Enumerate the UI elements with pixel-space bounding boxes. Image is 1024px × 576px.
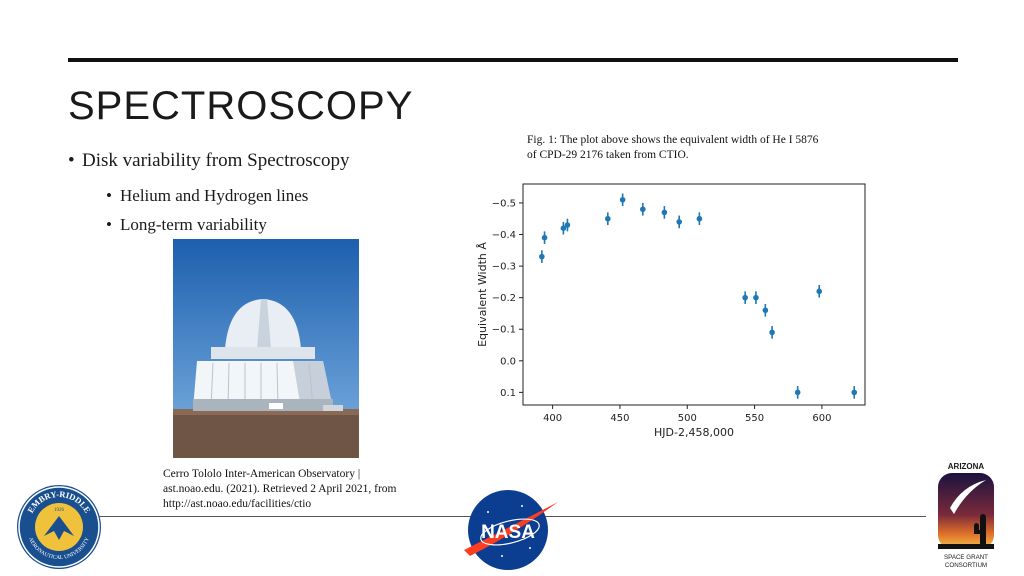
- data-point: [640, 206, 646, 213]
- observatory-illustration: [173, 239, 359, 458]
- bullet-text: Long-term variability: [120, 215, 267, 234]
- y-tick-label: −0.4: [492, 230, 516, 241]
- caption-line: of CPD-29 2176 taken from CTIO.: [527, 149, 689, 161]
- bullet-item: • Disk variability from Spectroscopy: [68, 150, 350, 172]
- x-tick-label: 600: [812, 413, 831, 424]
- x-tick-label: 550: [745, 413, 764, 424]
- caption-line: Cerro Tololo Inter-American Observatory …: [163, 468, 361, 480]
- data-point: [564, 222, 571, 228]
- x-tick-label: 500: [678, 413, 697, 424]
- erau-year: 1926: [54, 508, 65, 513]
- bullet-dot: •: [106, 215, 112, 234]
- bullet-dot: •: [106, 186, 112, 205]
- sub-bullet-item: • Helium and Hydrogen lines: [106, 186, 308, 206]
- asgc-bottom-text-1: SPACE GRANT: [944, 554, 988, 561]
- embry-riddle-logo: EMBRY-RIDDLE AERONAUTICAL UNIVERSITY 192…: [17, 485, 101, 569]
- title-rule: [68, 58, 958, 62]
- y-axis-label: Equivalent Width Å: [476, 242, 489, 347]
- x-tick-label: 400: [543, 413, 562, 424]
- data-point: [696, 215, 703, 222]
- plot-frame: [522, 183, 866, 406]
- data-point: [851, 389, 858, 396]
- y-tick-label: 0.0: [500, 356, 516, 367]
- data-point: [560, 225, 567, 231]
- data-point: [742, 294, 748, 301]
- y-tick-label: −0.3: [492, 262, 516, 273]
- data-point: [816, 288, 823, 295]
- x-tick-label: 450: [610, 413, 629, 424]
- nasa-logo: NASA: [464, 490, 558, 570]
- data-point: [541, 234, 548, 241]
- figure-caption: Fig. 1: The plot above shows the equival…: [527, 133, 867, 163]
- data-point: [539, 253, 545, 260]
- caption-line: Fig. 1: The plot above shows the equival…: [527, 134, 819, 146]
- y-tick-label: −0.5: [492, 198, 516, 209]
- data-point: [676, 219, 682, 225]
- data-point: [605, 215, 611, 222]
- asgc-top-text: ARIZONA: [948, 462, 985, 471]
- bullet-text: Helium and Hydrogen lines: [120, 186, 309, 205]
- data-point: [794, 389, 801, 396]
- caption-line: http://ast.noao.edu/facilities/ctio: [163, 498, 312, 510]
- asgc-bottom-text-2: CONSORTIUM: [945, 562, 987, 569]
- y-tick-label: −0.1: [492, 325, 516, 336]
- slide-title: SPECTROSCOPY: [68, 84, 414, 128]
- data-point: [753, 294, 759, 301]
- equivalent-width-chart: 400 450 500 550 600 −0.5 −0.4 −0.3 −0.2 −0.1 0.0 0.…: [476, 183, 866, 439]
- data-point: [661, 209, 668, 216]
- y-tick-label: −0.2: [492, 293, 516, 304]
- bullet-text: Disk variability from Spectroscopy: [82, 150, 350, 171]
- data-point: [619, 196, 626, 203]
- x-axis-label: HJD-2,458,000: [654, 426, 734, 439]
- nasa-text: NASA: [481, 522, 535, 543]
- y-tick-label: 0.1: [500, 388, 516, 399]
- photo-caption: Cerro Tololo Inter-American Observatory …: [163, 467, 433, 512]
- data-point: [769, 329, 775, 336]
- caption-line: ast.noao.edu. (2021). Retrieved 2 April …: [163, 483, 397, 495]
- observatory-photo: [173, 239, 359, 458]
- data-point: [762, 307, 769, 314]
- bullet-dot: •: [68, 150, 75, 171]
- arizona-space-grant-logo: ARIZONA SPACE GRANT CONSORTIUM: [938, 462, 994, 569]
- sub-bullet-item: • Long-term variability: [106, 215, 267, 235]
